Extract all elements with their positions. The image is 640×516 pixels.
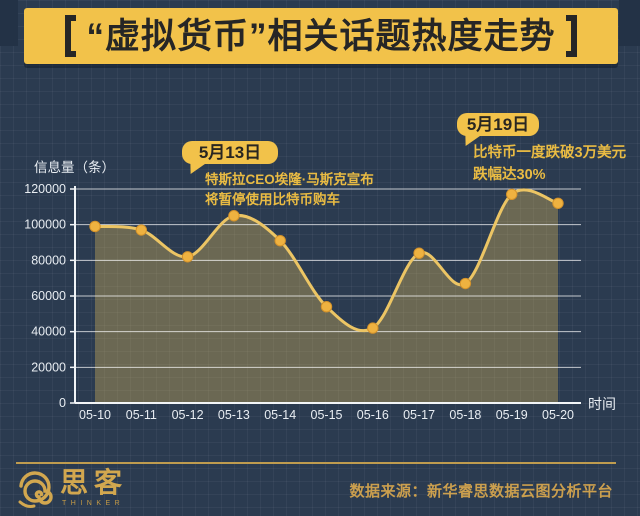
right-bracket-icon	[565, 15, 577, 57]
y-tick-label: 20000	[31, 360, 66, 374]
y-tick-label: 60000	[31, 289, 66, 303]
corner-shade-right	[619, 0, 640, 46]
data-point	[274, 235, 286, 247]
y-tick-label: 40000	[31, 325, 66, 339]
corner-shade-left	[0, 0, 18, 46]
left-bracket-icon	[65, 15, 77, 57]
data-point	[135, 224, 148, 236]
data-point	[181, 251, 194, 263]
annotation-date-bubble-may13: 5月13日	[182, 141, 278, 174]
footer-divider	[16, 462, 616, 464]
data-point	[320, 301, 333, 313]
x-tick-label: 05-16	[357, 408, 389, 422]
y-tick-label: 0	[59, 396, 66, 410]
logo-subtext: THINKER	[62, 500, 125, 507]
logo-words: 思客 THINKER	[60, 466, 128, 507]
x-tick-label: 05-17	[403, 408, 435, 422]
title-banner: “虚拟货币”相关话题热度走势	[24, 8, 618, 64]
annotation-note-line: 将暂停使用比特币购车	[205, 192, 340, 208]
data-point	[367, 322, 379, 334]
data-point	[552, 197, 564, 209]
data-point	[89, 220, 101, 233]
x-tick-label: 05-10	[79, 408, 111, 422]
annotation-date-label: 5月19日	[466, 115, 530, 134]
spiral-logo-icon	[18, 471, 53, 508]
x-tick-label: 05-18	[449, 408, 481, 422]
x-tick-label: 05-11	[126, 408, 157, 422]
x-axis-title: 时间	[588, 396, 616, 412]
bubble-tail-icon	[187, 163, 207, 174]
data-point	[228, 210, 240, 222]
annotation-note-may13: 特斯拉CEO埃隆·马斯克宣布 将暂停使用比特币购车	[205, 170, 374, 211]
data-source-text: 数据来源：新华睿思数据云图分析平台	[349, 483, 613, 500]
annotation-date-label: 5月13日	[198, 143, 262, 162]
page-title: “虚拟货币”相关话题热度走势	[86, 16, 556, 56]
x-tick-label: 05-12	[172, 408, 204, 422]
annotation-note-may19: 比特币一度跌破3万美元 跌幅达30%	[473, 143, 626, 187]
area-fill	[95, 189, 558, 403]
annotation-note-line: 跌幅达30%	[473, 166, 546, 183]
annotation-note-line: 比特币一度跌破3万美元	[473, 145, 627, 161]
data-point	[459, 277, 472, 290]
annotation-date-bubble-may19: 5月19日	[457, 113, 539, 146]
x-tick-label: 05-19	[496, 408, 528, 422]
annotation-note-line: 特斯拉CEO埃隆·马斯克宣布	[205, 172, 374, 187]
y-axis-title: 信息量（条）	[34, 159, 115, 175]
x-tick-label: 05-15	[311, 408, 343, 422]
x-tick-label: 05-13	[218, 408, 250, 422]
x-tick-label: 05-14	[264, 408, 296, 422]
data-point	[506, 188, 518, 201]
y-tick-label: 100000	[24, 218, 66, 232]
y-tick-label: 80000	[31, 253, 66, 267]
x-tick-label: 05-20	[542, 408, 574, 422]
y-tick-label: 120000	[24, 182, 66, 196]
data-point	[413, 247, 425, 259]
thinker-logo: 思客 THINKER	[14, 466, 128, 512]
logo-text: 思客	[60, 466, 129, 499]
